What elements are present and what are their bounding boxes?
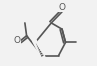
Text: O: O [59,3,66,12]
Text: O: O [13,36,20,45]
